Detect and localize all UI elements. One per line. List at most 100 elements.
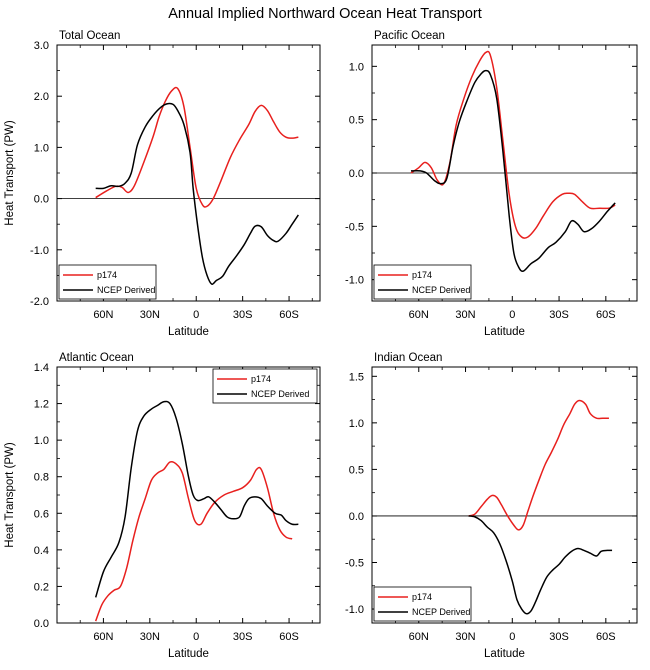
- data-point-ncep-derived: [166, 103, 168, 105]
- data-point-ncep-derived: [555, 241, 557, 243]
- data-point-ncep-derived: [564, 230, 566, 232]
- data-point-p174: [522, 524, 524, 526]
- data-point-ncep-derived: [439, 182, 441, 184]
- data-point-p174: [266, 486, 268, 488]
- data-point-ncep-derived: [124, 182, 126, 184]
- data-point-ncep-derived: [175, 417, 177, 419]
- data-point-ncep-derived: [206, 274, 208, 276]
- data-point-p174: [556, 438, 558, 440]
- plot-frame: [56, 44, 321, 302]
- data-point-p174: [175, 463, 177, 465]
- data-point-ncep-derived: [192, 187, 194, 189]
- data-point-p174: [569, 412, 571, 414]
- data-point-p174: [156, 472, 158, 474]
- x-tick-label: 30N: [140, 309, 160, 321]
- data-point-p174: [513, 524, 515, 526]
- data-point-ncep-derived: [577, 223, 579, 225]
- y-tick-label: 0.8: [34, 472, 49, 484]
- data-point-ncep-derived: [94, 187, 96, 189]
- data-point-ncep-derived: [277, 240, 279, 242]
- x-tick-label: 60S: [596, 309, 616, 321]
- data-point-ncep-derived: [192, 494, 194, 496]
- data-point-p174: [152, 136, 154, 138]
- data-point-ncep-derived: [545, 576, 547, 578]
- data-point-p174: [602, 417, 604, 419]
- y-tick-label: -1.0: [345, 604, 364, 616]
- data-point-ncep-derived: [285, 519, 287, 521]
- data-point-ncep-derived: [538, 257, 540, 259]
- data-point-p174: [471, 76, 473, 78]
- data-point-ncep-derived: [291, 223, 293, 225]
- x-tick-label: 30N: [455, 309, 475, 321]
- figure-title: Annual Implied Northward Ocean Heat Tran…: [168, 6, 482, 22]
- data-point-p174: [485, 51, 487, 53]
- data-point-ncep-derived: [130, 466, 132, 468]
- data-point-ncep-derived: [419, 170, 421, 172]
- series-line-ncep-derived: [94, 400, 299, 598]
- data-point-p174: [163, 468, 165, 470]
- data-point-ncep-derived: [102, 571, 104, 573]
- data-point-ncep-derived: [159, 106, 161, 108]
- data-point-ncep-derived: [600, 550, 602, 552]
- data-point-ncep-derived: [458, 121, 460, 123]
- data-point-ncep-derived: [564, 556, 566, 558]
- y-tick-label: 1.4: [34, 362, 49, 374]
- data-point-ncep-derived: [410, 170, 412, 172]
- data-point-p174: [164, 100, 166, 102]
- legend-label: p174: [97, 270, 117, 280]
- data-point-ncep-derived: [142, 415, 144, 417]
- x-tick-label: 60S: [596, 631, 616, 643]
- data-point-ncep-derived: [508, 214, 510, 216]
- data-point-p174: [254, 110, 256, 112]
- data-point-ncep-derived: [517, 266, 519, 268]
- y-tick-label: 0.0: [34, 194, 49, 206]
- data-point-p174: [260, 468, 262, 470]
- data-point-ncep-derived: [530, 262, 532, 264]
- data-point-p174: [474, 513, 476, 515]
- data-point-ncep-derived: [94, 596, 96, 598]
- data-point-p174: [496, 86, 498, 88]
- data-point-ncep-derived: [280, 514, 282, 516]
- y-tick-label: 0.5: [349, 464, 364, 476]
- data-point-ncep-derived: [248, 497, 250, 499]
- data-point-ncep-derived: [260, 497, 262, 499]
- data-point-ncep-derived: [124, 516, 126, 518]
- data-point-ncep-derived: [425, 172, 427, 174]
- data-point-p174: [144, 497, 146, 499]
- data-point-p174: [206, 205, 208, 207]
- data-point-p174: [181, 472, 183, 474]
- y-tick-label: 1.0: [34, 142, 49, 154]
- data-point-ncep-derived: [243, 505, 245, 507]
- data-point-p174: [94, 196, 96, 198]
- data-point-ncep-derived: [516, 599, 518, 601]
- data-point-ncep-derived: [163, 401, 165, 403]
- data-point-p174: [105, 190, 107, 192]
- data-point-p174: [133, 185, 135, 187]
- data-point-ncep-derived: [183, 123, 185, 125]
- x-tick-label: 30S: [233, 631, 253, 643]
- data-point-ncep-derived: [238, 516, 240, 518]
- legend-box: [58, 264, 157, 300]
- data-point-p174: [248, 123, 250, 125]
- data-point-ncep-derived: [552, 569, 554, 571]
- panel-title: Atlantic Ocean: [59, 352, 134, 364]
- data-point-p174: [169, 461, 171, 463]
- data-point-ncep-derived: [446, 177, 448, 179]
- data-point-ncep-derived: [285, 232, 287, 234]
- panel-pacific-ocean: -1.0 -0.5 0.0 0.5 1.0 60N 30N 0 30S 60S Pacific Oc…: [345, 30, 638, 338]
- y-tick-label: 1.2: [34, 399, 49, 411]
- data-point-ncep-derived: [511, 580, 513, 582]
- data-point-p174: [193, 519, 195, 521]
- data-point-p174: [206, 512, 208, 514]
- data-point-p174: [238, 139, 240, 141]
- data-point-ncep-derived: [297, 214, 299, 216]
- data-point-p174: [176, 87, 178, 89]
- data-point-ncep-derived: [226, 516, 228, 518]
- y-tick-label: 1.0: [349, 61, 364, 73]
- data-point-ncep-derived: [215, 279, 217, 281]
- legend: p174 NCEP Derived: [212, 368, 318, 404]
- panel-total-ocean: -2.0 -1.0 0.0 1.0 2.0 3.0 60N 30N 0 30S 60S Total O…: [4, 30, 321, 338]
- data-point-p174: [195, 187, 197, 189]
- data-point-p174: [424, 161, 426, 163]
- data-point-p174: [527, 510, 529, 512]
